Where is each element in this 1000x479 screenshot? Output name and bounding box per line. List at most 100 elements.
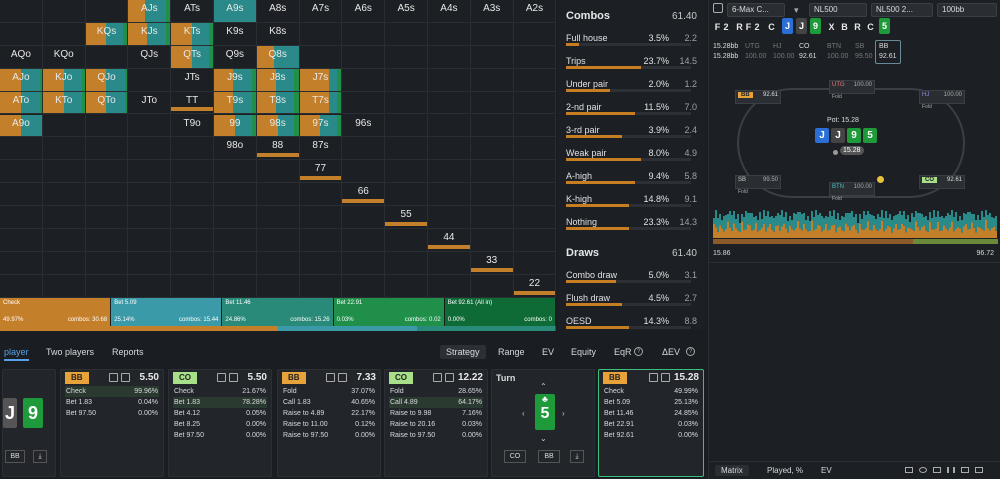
seat-co[interactable]: CO 92.61 (919, 175, 965, 189)
combo-row[interactable]: Under pair 2.0% 1.2 (566, 72, 697, 95)
matrix-cell[interactable]: JTs (171, 68, 214, 92)
current-action-row[interactable]: Bet 5.09 25.13% (603, 397, 699, 408)
bar-chart-icon[interactable] (947, 467, 955, 473)
strategy-segment[interactable]: Bet 11.46 24.86% combos: 15.26 (222, 298, 334, 326)
matrix-cell[interactable]: AJs (128, 0, 172, 23)
history-action-row[interactable]: Raise to 97.50 0.00% (389, 430, 483, 441)
history-action-row[interactable]: Raise to 11.00 0.12% (282, 419, 376, 430)
current-action-row[interactable]: Bet 22.91 0.03% (603, 419, 699, 430)
combo-row[interactable]: Combo draw 5.0% 3.1 (566, 263, 697, 286)
download-icon[interactable]: ⤓ (570, 450, 584, 463)
strategy-segment[interactable]: Bet 92.61 (All in) 0.00% combos: 0 (444, 298, 556, 326)
matrix-cell[interactable]: 44 (428, 229, 471, 252)
current-action-row[interactable]: Check 49.99% (603, 386, 699, 397)
expand-icon[interactable] (338, 373, 347, 382)
expand-icon[interactable] (229, 373, 238, 382)
play-icon[interactable] (217, 373, 226, 382)
seat-hj[interactable]: HJ 100.00 Fold (919, 90, 965, 110)
matrix-cell[interactable]: Q8s (256, 45, 300, 69)
eye-icon[interactable] (919, 467, 927, 473)
history-action-row[interactable]: Bet 1.83 0.04% (65, 397, 159, 408)
action-chip[interactable]: X (828, 22, 835, 32)
tab-reports[interactable]: Reports (112, 347, 144, 357)
history-action-row[interactable]: Call 4.89 64.17% (389, 397, 483, 408)
history-action-row[interactable]: Bet 1.83 78.28% (173, 397, 267, 408)
matrix-cell[interactable]: A9s (214, 0, 257, 23)
matrix-cell[interactable]: AQo (0, 45, 43, 69)
combo-row[interactable]: Nothing 23.3% 14.3 (566, 210, 697, 233)
action-chip[interactable]: C (867, 22, 874, 32)
chevron-down-icon[interactable]: ⌄ (540, 434, 547, 443)
help-icon[interactable]: ? (634, 347, 643, 356)
matrix-cell[interactable]: A8s (256, 0, 300, 23)
turn-co-button[interactable]: CO (504, 450, 526, 463)
matrix-cell[interactable]: TT (171, 91, 214, 115)
grid-icon[interactable] (713, 3, 723, 13)
matrix-cell[interactable]: QTo (85, 91, 129, 115)
combo-row[interactable]: Full house 3.5% 2.2 (566, 26, 697, 49)
seat-btn[interactable]: BTN 100.00 Fold (829, 182, 875, 202)
matrix-cell[interactable]: QJo (85, 68, 129, 92)
matrix-cell[interactable]: KJo (42, 68, 86, 92)
matrix-cell[interactable]: A5s (385, 0, 428, 23)
current-action-row[interactable]: Bet 92.61 0.00% (603, 430, 699, 441)
matrix-cell[interactable]: A3s (470, 0, 514, 23)
matrix-cell[interactable]: KJs (128, 22, 172, 46)
action-chip[interactable]: F (714, 22, 721, 32)
strategy-segment[interactable]: Bet 5.09 25.14% combos: 15.44 (111, 298, 223, 326)
action-chip[interactable]: F (745, 22, 752, 32)
combo-row[interactable]: Trips 23.7% 14.5 (566, 49, 697, 72)
history-action-row[interactable]: Check 21.67% (173, 386, 267, 397)
strategy-segment[interactable]: Check 49.97% combos: 30.68 (0, 298, 112, 326)
action-card[interactable]: J (782, 18, 793, 34)
stakes-select[interactable]: NL500 (809, 3, 867, 17)
matrix-cell[interactable]: A2s (513, 0, 556, 23)
expand-icon[interactable] (661, 373, 670, 382)
matrix-cell[interactable]: 88 (256, 137, 300, 161)
history-panel[interactable]: BB 7.33 Fold 37.07% Call 1.83 40.65% Raise to … (277, 369, 381, 477)
play-icon[interactable] (326, 373, 335, 382)
action-card[interactable]: J (796, 18, 807, 34)
game-select[interactable]: 6-Max C... (727, 3, 785, 17)
matrix-cell[interactable]: ATo (0, 91, 43, 115)
history-panel[interactable]: CO 12.22 Fold 28.65% Call 4.89 64.17% Raise to… (384, 369, 488, 477)
tab-strategy[interactable]: Strategy (440, 345, 486, 359)
matrix-cell[interactable]: KTo (42, 91, 86, 115)
history-panel[interactable]: CO 5.50 Check 21.67% Bet 1.83 78.28% Bet 4.12 0… (168, 369, 272, 477)
list-icon[interactable] (933, 467, 941, 473)
matrix-cell[interactable]: KQo (42, 45, 86, 69)
toggle-icon[interactable] (905, 467, 913, 473)
preset-select[interactable]: NL500 2... (871, 3, 933, 17)
matrix-cell[interactable]: 87s (299, 137, 343, 161)
download-icon[interactable]: ⤓ (33, 450, 47, 463)
matrix-cell[interactable]: T7s (299, 91, 343, 115)
matrix-cell[interactable]: 96s (342, 114, 386, 138)
action-card[interactable]: 9 (810, 18, 821, 34)
depth-select[interactable]: 100bb (937, 3, 997, 17)
tab-two-players[interactable]: Two players (46, 347, 95, 357)
history-action-row[interactable]: Bet 97.50 0.00% (65, 408, 159, 419)
turn-bb-button[interactable]: BB (538, 450, 560, 463)
history-action-row[interactable]: Raise to 97.50 0.00% (282, 430, 376, 441)
matrix-cell[interactable]: 98o (214, 137, 257, 161)
matrix-cell[interactable]: 66 (342, 183, 386, 207)
combo-row[interactable]: 3-rd pair 3.9% 2.4 (566, 118, 697, 141)
combo-row[interactable]: OESD 14.3% 8.8 (566, 309, 697, 330)
combo-row[interactable]: Flush draw 4.5% 2.7 (566, 286, 697, 309)
matrix-cell[interactable]: KQs (85, 22, 129, 46)
history-panel[interactable]: BB 5.50 Check 99.96% Bet 1.83 0.04% Bet 97.50 0… (60, 369, 164, 477)
current-action-row[interactable]: Bet 11.46 24.85% (603, 408, 699, 419)
history-action-row[interactable]: Check 99.96% (65, 386, 159, 397)
matrix-cell[interactable]: 33 (470, 251, 514, 275)
matrix-cell[interactable]: KTs (171, 22, 214, 46)
action-chip[interactable]: R (854, 22, 861, 32)
action-chip[interactable]: R (736, 22, 743, 32)
tab-ev[interactable]: EV (821, 466, 832, 475)
matrix-cell[interactable]: J8s (256, 68, 300, 92)
matrix-cell[interactable]: QJs (128, 45, 172, 69)
history-action-row[interactable]: Call 1.83 40.65% (282, 397, 376, 408)
tab-range[interactable]: Range (498, 347, 525, 357)
play-icon[interactable] (433, 373, 442, 382)
tab-equity[interactable]: Equity (571, 347, 597, 357)
matrix-cell[interactable]: 99 (214, 114, 257, 138)
